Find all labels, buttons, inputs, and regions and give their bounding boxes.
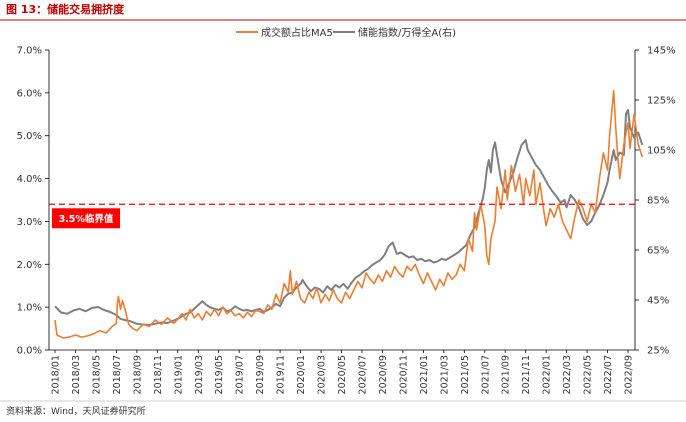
y-ticks-left: 0.0% 1.0% 2.0% 3.0% 4.0% 5.0% 6.0% 7.0% bbox=[17, 46, 49, 357]
legend: 成交额占比MA5 储能指数/万得全A(右) bbox=[236, 26, 456, 39]
x-tick-label: 2021/01 bbox=[419, 355, 430, 394]
y-right-tick-label: 105% bbox=[647, 146, 676, 157]
x-tick-label: 2021/03 bbox=[439, 355, 450, 394]
y-left-tick-label: 1.0% bbox=[17, 303, 42, 314]
x-tick-label: 2021/11 bbox=[521, 355, 532, 394]
x-tick-label: 2021/07 bbox=[480, 355, 491, 394]
x-tick-label: 2022/07 bbox=[603, 355, 614, 394]
y-left-tick-label: 2.0% bbox=[17, 260, 42, 271]
y-right-tick-label: 125% bbox=[647, 96, 676, 107]
series-share-line bbox=[54, 89, 644, 339]
x-tick-label: 2018/01 bbox=[51, 355, 62, 394]
x-tick-label: 2019/03 bbox=[194, 355, 205, 394]
y-right-tick-label: 65% bbox=[647, 246, 669, 257]
x-tick-label: 2018/09 bbox=[132, 355, 143, 394]
x-tick-label: 2020/11 bbox=[398, 355, 409, 394]
legend-label-ratio: 储能指数/万得全A(右) bbox=[358, 26, 456, 39]
x-tick-label: 2020/05 bbox=[337, 355, 348, 394]
y-left-tick-label: 3.0% bbox=[17, 217, 42, 228]
x-tick-label: 2020/03 bbox=[317, 355, 328, 394]
x-tick-label: 2019/09 bbox=[255, 355, 266, 394]
x-tick-label: 2020/01 bbox=[296, 355, 307, 394]
threshold-label: 3.5%临界值 bbox=[59, 213, 114, 225]
y-left-tick-label: 0.0% bbox=[17, 346, 42, 357]
x-tick-label: 2019/05 bbox=[214, 355, 225, 394]
x-ticks: 2018/01 2018/03 2018/05 2018/07 2018/09 2018/… bbox=[51, 350, 635, 394]
x-tick-label: 2018/07 bbox=[112, 355, 123, 394]
plot-area: 3.5%临界值 bbox=[49, 89, 644, 339]
threshold-label-box bbox=[52, 208, 120, 229]
x-tick-label: 2021/09 bbox=[501, 355, 512, 394]
x-tick-label: 2020/07 bbox=[357, 355, 368, 394]
legend-label-share: 成交额占比MA5 bbox=[261, 26, 333, 39]
x-tick-label: 2021/05 bbox=[460, 355, 471, 394]
source-note: 资料来源：Wind，天风证券研究所 bbox=[6, 405, 146, 417]
y-left-tick-label: 7.0% bbox=[17, 46, 42, 57]
figure-title: 图 13：储能交易拥挤度 bbox=[6, 2, 125, 16]
y-right-tick-label: 45% bbox=[647, 296, 669, 307]
x-tick-label: 2022/05 bbox=[583, 355, 594, 394]
x-tick-label: 2018/11 bbox=[153, 355, 164, 394]
x-tick-label: 2019/01 bbox=[173, 355, 184, 394]
y-ticks-right: 25% 45% 65% 85% 105% 125% 145% bbox=[635, 46, 676, 357]
x-tick-label: 2018/03 bbox=[71, 355, 82, 394]
y-left-tick-label: 5.0% bbox=[17, 131, 42, 142]
y-right-tick-label: 25% bbox=[647, 346, 669, 357]
x-tick-label: 2018/05 bbox=[91, 355, 102, 394]
y-right-tick-label: 85% bbox=[647, 196, 669, 207]
y-left-tick-label: 4.0% bbox=[17, 174, 42, 185]
y-left-tick-label: 6.0% bbox=[17, 88, 42, 99]
x-tick-label: 2022/01 bbox=[542, 355, 553, 394]
y-right-tick-label: 145% bbox=[647, 46, 676, 57]
x-tick-label: 2022/09 bbox=[624, 355, 635, 394]
x-tick-label: 2019/11 bbox=[276, 355, 287, 394]
x-tick-label: 2022/03 bbox=[562, 355, 573, 394]
x-tick-label: 2020/09 bbox=[378, 355, 389, 394]
x-tick-label: 2019/07 bbox=[235, 355, 246, 394]
